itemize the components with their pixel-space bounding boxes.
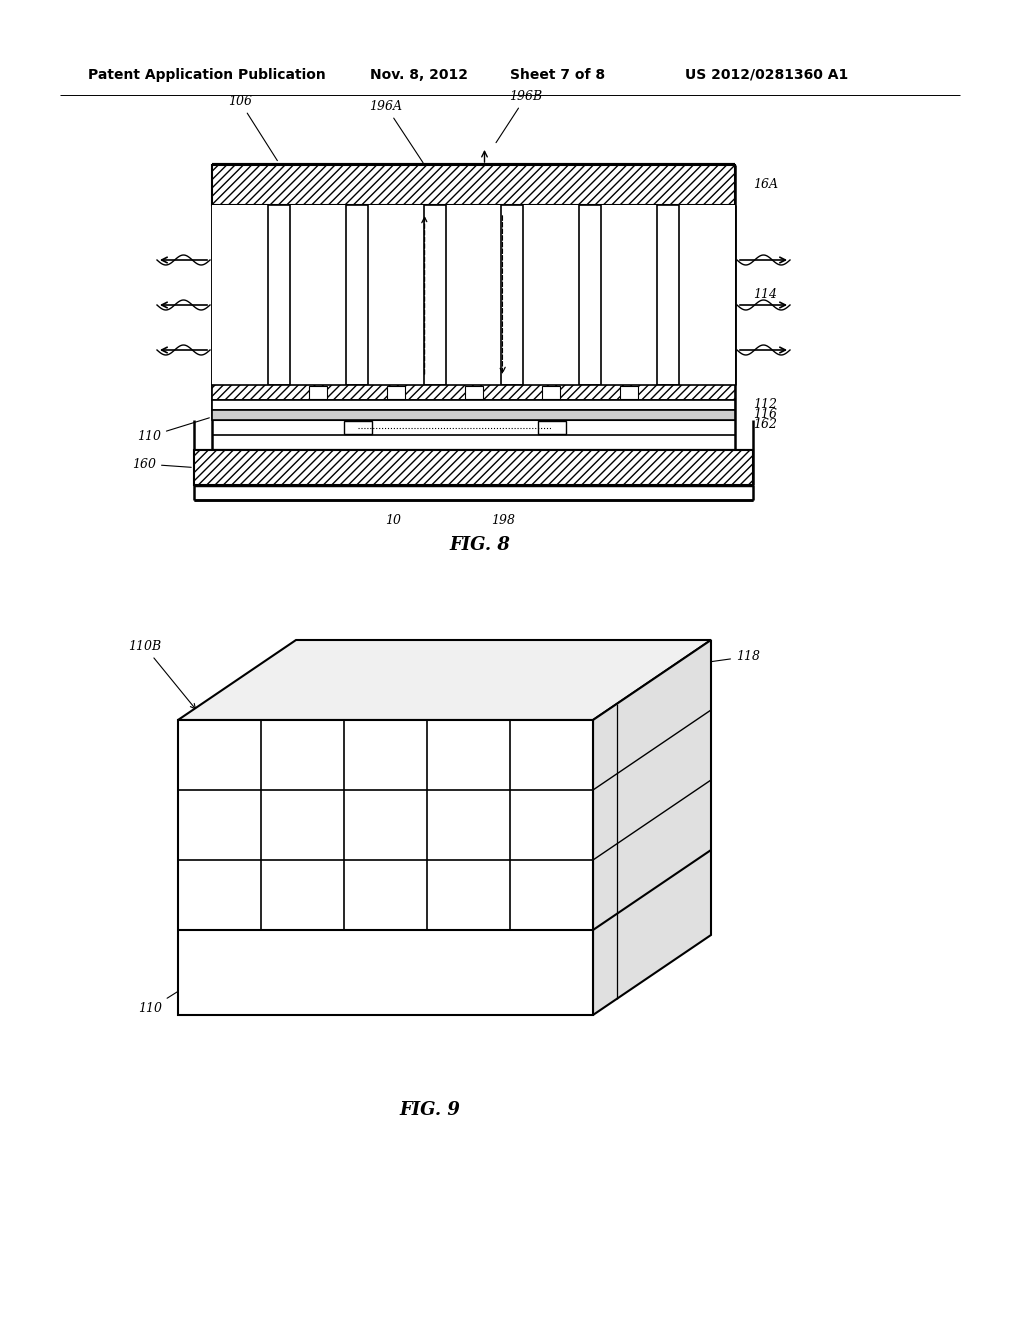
- Bar: [212, 400, 735, 411]
- Bar: [465, 385, 482, 399]
- Text: FIG. 9: FIG. 9: [399, 1101, 461, 1119]
- Text: Sheet 7 of 8: Sheet 7 of 8: [510, 69, 605, 82]
- Bar: [212, 165, 735, 205]
- Bar: [538, 421, 566, 434]
- Text: 196B: 196B: [496, 90, 543, 143]
- Text: 116: 116: [753, 408, 777, 421]
- Bar: [621, 385, 638, 399]
- Text: Nov. 8, 2012: Nov. 8, 2012: [370, 69, 468, 82]
- Text: 114: 114: [753, 289, 777, 301]
- Bar: [194, 450, 753, 484]
- Text: 196A: 196A: [370, 100, 423, 162]
- Bar: [212, 385, 735, 400]
- Text: 110B: 110B: [128, 640, 196, 709]
- Polygon shape: [178, 719, 593, 1015]
- Text: Patent Application Publication: Patent Application Publication: [88, 69, 326, 82]
- Text: 162: 162: [753, 418, 777, 432]
- Bar: [346, 205, 368, 385]
- Bar: [543, 385, 560, 399]
- Text: 160: 160: [132, 458, 191, 470]
- Bar: [309, 385, 327, 399]
- Bar: [424, 205, 445, 385]
- Bar: [212, 205, 735, 385]
- Text: 16A: 16A: [753, 178, 778, 191]
- Text: 10: 10: [385, 513, 401, 527]
- Text: FIG. 8: FIG. 8: [450, 536, 510, 554]
- Bar: [657, 205, 679, 385]
- Text: 110: 110: [138, 974, 206, 1015]
- Polygon shape: [593, 640, 711, 1015]
- Bar: [502, 205, 523, 385]
- Text: 198: 198: [492, 513, 515, 527]
- Text: 112: 112: [753, 399, 777, 412]
- Bar: [212, 411, 735, 420]
- Bar: [387, 385, 404, 399]
- Text: 110: 110: [137, 418, 209, 444]
- Text: 106: 106: [228, 95, 278, 161]
- Bar: [580, 205, 601, 385]
- Bar: [268, 205, 290, 385]
- Polygon shape: [178, 640, 711, 719]
- Bar: [344, 421, 373, 434]
- Bar: [212, 205, 735, 385]
- Text: 118: 118: [653, 649, 760, 669]
- Text: US 2012/0281360 A1: US 2012/0281360 A1: [685, 69, 848, 82]
